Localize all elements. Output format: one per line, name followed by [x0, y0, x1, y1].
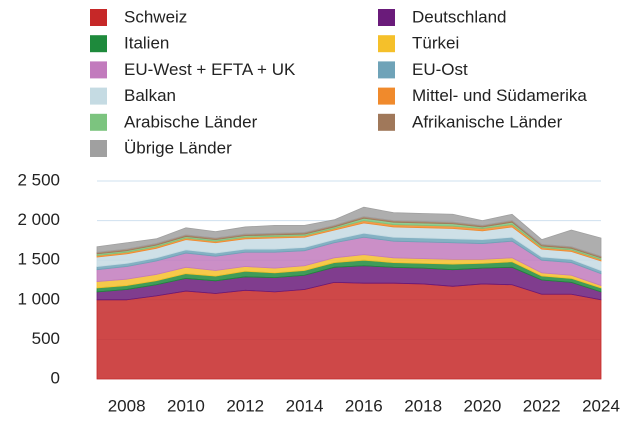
x-tick-label: 2018	[404, 396, 442, 415]
x-tick-label: 2016	[345, 396, 383, 415]
legend-swatch	[90, 113, 107, 131]
legend-swatch	[378, 35, 395, 53]
y-tick-label: 1 500	[17, 250, 60, 269]
legend-label: Schweiz	[124, 7, 187, 26]
legend-label: Balkan	[124, 86, 176, 105]
legend-swatch	[90, 35, 107, 53]
legend-label: Übrige Länder	[124, 138, 232, 157]
legend-label: EU-West + EFTA + UK	[124, 60, 296, 79]
x-tick-label: 2022	[523, 396, 561, 415]
legend-label: Mittel- und Südamerika	[412, 86, 587, 105]
area	[96, 281, 602, 380]
y-tick-label: 2 500	[17, 170, 60, 189]
legend-label: Türkei	[412, 34, 459, 53]
legend-swatch	[378, 9, 395, 26]
legend-swatch	[90, 61, 107, 79]
legend-swatch	[378, 87, 395, 105]
legend-label: Arabische Länder	[124, 112, 258, 131]
y-tick-label: 500	[32, 329, 60, 348]
x-tick-label: 2008	[108, 396, 146, 415]
x-tick-label: 2024	[582, 396, 620, 415]
legend-swatch	[378, 61, 395, 79]
x-tick-label: 2010	[167, 396, 205, 415]
y-tick-label: 2 000	[17, 210, 60, 229]
legend-swatch	[90, 140, 107, 157]
y-tick-label: 0	[51, 368, 60, 387]
legend-label: EU-Ost	[412, 60, 468, 79]
y-tick-label: 1 000	[17, 289, 60, 308]
legend-swatch	[378, 113, 395, 131]
legend-swatch	[90, 87, 107, 105]
area	[96, 206, 602, 257]
legend-label: Deutschland	[412, 7, 507, 26]
x-tick-label: 2014	[286, 396, 324, 415]
legend-swatch	[90, 9, 107, 26]
x-tick-label: 2020	[463, 396, 501, 415]
legend-label: Afrikanische Länder	[412, 112, 563, 131]
legend-label: Italien	[124, 34, 169, 53]
x-tick-label: 2012	[226, 396, 264, 415]
